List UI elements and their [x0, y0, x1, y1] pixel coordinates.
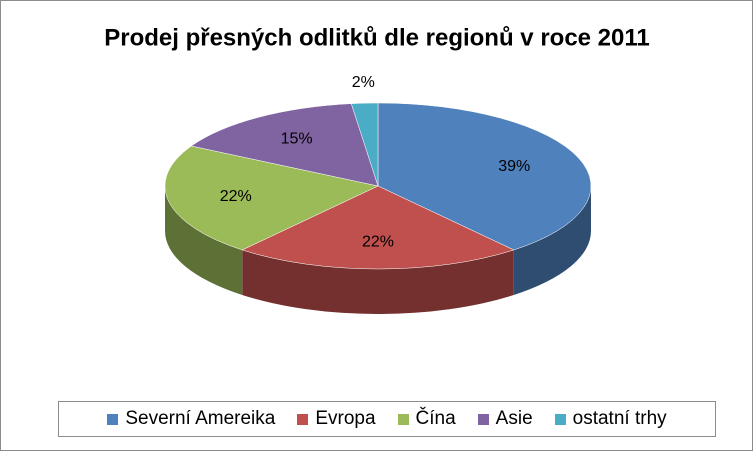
- slice-side: [242, 249, 514, 314]
- data-label: 22%: [362, 234, 394, 251]
- legend-label: Evropa: [315, 408, 376, 429]
- legend-marker: [397, 413, 409, 425]
- legend-label: Čína: [415, 408, 456, 429]
- slice: [164, 145, 379, 251]
- legend-marker: [297, 413, 309, 425]
- slice: [190, 103, 379, 187]
- legend-item: Severní Amereika: [107, 408, 275, 430]
- data-label: 15%: [281, 131, 313, 148]
- legend-item: Evropa: [297, 408, 376, 430]
- legend-marker: [477, 413, 489, 425]
- legend-item: Čína: [397, 408, 456, 430]
- legend-label: Severní Amereika: [125, 408, 276, 429]
- chart: Prodej přesných odlitků dle regionů v ro…: [104, 24, 650, 314]
- legend-marker: [107, 413, 119, 425]
- slice: [377, 102, 592, 251]
- slice-side: [513, 186, 591, 295]
- slice: [350, 102, 379, 187]
- legend-marker: [554, 413, 566, 425]
- legend-label: ostatní trhy: [572, 408, 667, 429]
- legend-item: Asie: [477, 408, 533, 430]
- data-label: 22%: [220, 188, 252, 205]
- slice: [241, 185, 515, 270]
- data-label: 39%: [498, 158, 530, 175]
- legend-label: Asie: [495, 408, 533, 429]
- legend-item: ostatní trhy: [554, 408, 667, 430]
- slice-side: [165, 186, 243, 295]
- legend: Severní Amereika Evropa Čína Asie ostatní tr…: [58, 401, 716, 437]
- data-label: 2%: [352, 74, 375, 91]
- chart-title: Prodej přesných odlitků dle regionů v ro…: [104, 24, 650, 51]
